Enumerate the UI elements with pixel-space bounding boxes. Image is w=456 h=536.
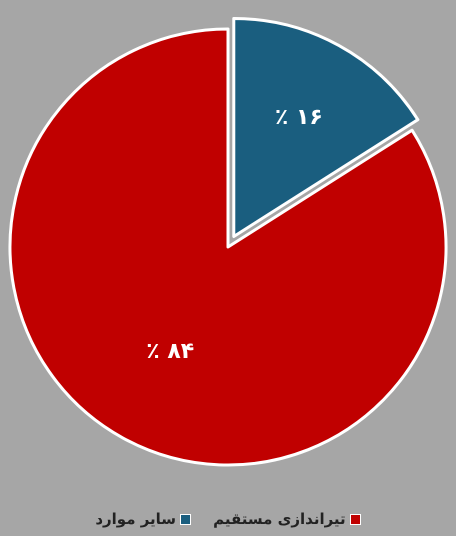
legend-label-direct-shooting: تیراندازی مستقیم (213, 510, 346, 528)
legend-item-direct-shooting: تیراندازی مستقیم (213, 510, 361, 528)
pie-slice-0 (232, 16, 420, 238)
legend-swatch-other (180, 513, 192, 525)
pie-slice-1 (8, 27, 448, 467)
legend-label-other: سایر موارد (95, 510, 177, 528)
legend-swatch-direct-shooting (349, 513, 361, 525)
pie-data-label-0: ٪ ۱۶ (275, 105, 323, 130)
chart-legend: تیراندازی مستقیم سایر موارد (0, 506, 456, 532)
legend-item-other: سایر موارد (95, 510, 192, 528)
pie-data-label-1: ٪ ۸۴ (146, 339, 194, 364)
